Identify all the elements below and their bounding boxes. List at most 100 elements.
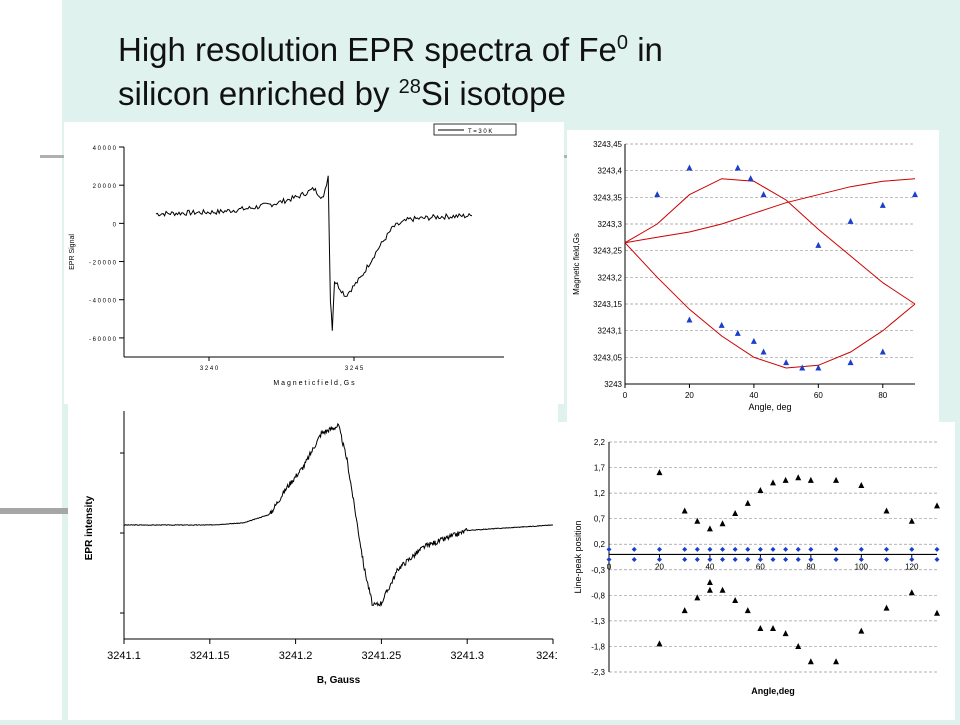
y-tick-label: - 2 0 0 0 0	[89, 261, 117, 267]
data-point-diamond	[909, 557, 915, 563]
data-point-diamond	[808, 557, 814, 563]
title-line2-suffix: Si isotope	[420, 75, 566, 112]
data-point-triangle	[858, 627, 865, 634]
data-point-triangle	[681, 607, 688, 614]
data-point-diamond	[833, 546, 839, 552]
legend-box	[433, 123, 517, 136]
data-point-triangle	[686, 316, 693, 323]
y-tick-label: 4 0 0 0 0	[93, 146, 117, 152]
data-point-triangle	[833, 476, 840, 483]
fit-curve	[624, 178, 916, 305]
slide-title: High resolution EPR spectra of Fe0 in si…	[118, 28, 663, 116]
data-point-diamond	[884, 546, 890, 552]
data-point-triangle	[732, 510, 739, 517]
x-axis-label: Angle,deg	[751, 686, 795, 696]
data-point-diamond	[720, 546, 726, 552]
data-point-diamond	[795, 557, 801, 563]
data-point-triangle	[833, 658, 840, 665]
data-point-triangle	[656, 469, 663, 476]
data-point-triangle	[747, 175, 754, 182]
x-tick-label: 3 2 4 0	[200, 366, 219, 372]
x-tick-label: 60	[814, 391, 823, 400]
data-point-diamond	[808, 546, 814, 552]
data-point-diamond	[858, 557, 864, 563]
y-tick-label: 3243,2	[598, 273, 623, 282]
data-point-triangle	[744, 499, 751, 506]
data-point-diamond	[631, 546, 637, 552]
x-axis-label: B, Gauss	[317, 675, 361, 686]
legend-label: T = 3 0 K	[468, 129, 492, 135]
data-point-diamond	[795, 546, 801, 552]
title-line2-text: silicon enriched by	[118, 75, 399, 112]
data-point-triangle	[782, 630, 789, 637]
data-point-diamond	[682, 557, 688, 563]
data-point-triangle	[760, 348, 767, 355]
y-tick-label: 3243,25	[593, 247, 622, 256]
data-point-triangle	[656, 640, 663, 647]
data-point-triangle	[934, 502, 940, 509]
title-line1-text: High resolution EPR spectra of Fe	[118, 31, 617, 68]
data-point-triangle	[795, 642, 802, 649]
y-tick-label: 3243,3	[598, 220, 623, 229]
y-tick-label: -0,3	[591, 566, 605, 575]
data-point-diamond	[757, 557, 763, 563]
fit-curve	[624, 178, 916, 244]
y-tick-label: 0,7	[594, 515, 606, 524]
x-tick-label: 0	[607, 562, 612, 571]
data-point-diamond	[707, 557, 713, 563]
series-line-epr-intensity	[123, 422, 553, 607]
data-point-triangle	[706, 525, 713, 532]
data-point-triangle	[706, 586, 713, 593]
data-point-diamond	[732, 546, 738, 552]
data-point-triangle	[883, 604, 890, 611]
data-point-triangle	[847, 359, 854, 366]
x-tick-label: 0	[623, 391, 628, 400]
data-point-diamond	[682, 546, 688, 552]
x-axis-label: M a g n e t i c f i e l d , G s	[273, 380, 355, 387]
y-tick-label: -0,8	[591, 591, 605, 600]
data-point-triangle	[815, 241, 822, 248]
data-point-triangle	[883, 507, 890, 514]
slide-title-line2: silicon enriched by 28Si isotope	[118, 72, 663, 116]
data-point-triangle	[757, 625, 764, 632]
data-point-triangle	[719, 520, 726, 527]
data-point-triangle	[654, 191, 661, 198]
data-point-triangle	[912, 191, 918, 198]
x-axis-label: Angle, deg	[748, 402, 791, 412]
data-point-triangle	[760, 191, 767, 198]
data-point-diamond	[720, 557, 726, 563]
data-point-diamond	[745, 557, 751, 563]
x-tick-label: 3241.1	[107, 650, 141, 662]
y-tick-label: 1,2	[594, 489, 606, 498]
data-point-triangle	[686, 164, 693, 171]
title-line1-superscript: 0	[616, 32, 629, 54]
y-axis-label: Line-peak position	[573, 520, 583, 593]
data-point-triangle	[783, 359, 790, 366]
data-point-triangle	[681, 507, 688, 514]
data-point-diamond	[770, 557, 776, 563]
x-tick-label: 20	[655, 562, 664, 571]
data-point-diamond	[745, 546, 751, 552]
data-point-triangle	[744, 607, 751, 614]
chart-line-peak: 2,2 1,7 1,2 0,7 0,2 -0,3 -0,8 -1,3 -1,8 -2,3 0 20 40…	[573, 438, 940, 696]
data-point-diamond	[770, 546, 776, 552]
data-point-triangle	[734, 164, 741, 171]
y-tick-label: -1,8	[591, 642, 605, 651]
x-tick-label: 60	[756, 562, 765, 571]
y-tick-label: 0,2	[594, 540, 606, 549]
data-point-triangle	[908, 589, 915, 596]
chart-epr-intensity: 3241.1 3241.15 3241.2 3241.25 3241.3 3241.3 B,…	[84, 411, 570, 686]
data-point-diamond	[732, 557, 738, 563]
y-tick-label: 3243,35	[593, 193, 622, 202]
data-point-triangle	[879, 201, 886, 208]
data-point-triangle	[734, 329, 741, 336]
data-point-triangle	[879, 348, 886, 355]
data-point-triangle	[858, 481, 865, 488]
x-tick-label: 120	[905, 562, 919, 571]
y-tick-label: -1,3	[591, 617, 605, 626]
data-point-triangle	[908, 517, 915, 524]
data-point-triangle	[847, 217, 854, 224]
data-point-diamond	[833, 557, 839, 563]
x-tick-label: 3241.3	[450, 650, 484, 662]
chart-magnetic-field-panel: 3243,45 3243,4 3243,35 3243,3 3243,25 3243,2 3…	[567, 130, 939, 422]
